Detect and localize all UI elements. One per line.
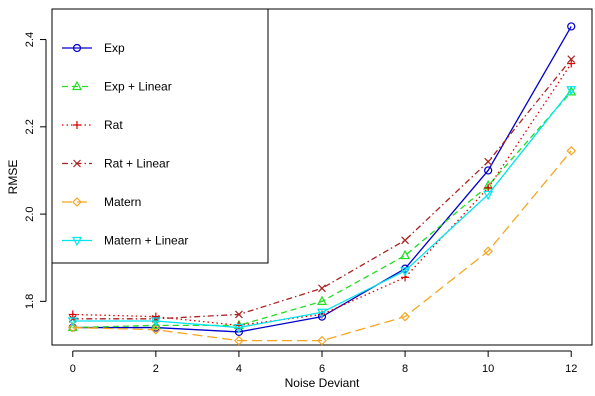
- legend-item: Exp: [62, 41, 125, 55]
- data-point: [400, 267, 411, 277]
- legend-label: Rat + Linear: [104, 157, 170, 171]
- series-layer: [67, 22, 577, 346]
- legend-item: Matern: [62, 195, 141, 209]
- y-tick-label: 1.8: [24, 294, 36, 309]
- data-point: [234, 335, 244, 346]
- data-point: [150, 324, 161, 335]
- data-point: [484, 166, 493, 175]
- x-tick-label: 10: [482, 363, 494, 375]
- y-tick-label: 2.0: [24, 206, 36, 221]
- data-point: [67, 322, 78, 333]
- data-point: [484, 157, 493, 166]
- series-4: [67, 145, 577, 346]
- y-axis: 1.8 2.0 2.2 2.4: [24, 32, 47, 309]
- data-point: [317, 335, 327, 346]
- y-tick-label: 2.4: [24, 32, 36, 47]
- x-axis: 0 2 4 6 8 10 12: [70, 350, 577, 375]
- x-tick-label: 0: [70, 363, 76, 375]
- legend-marker: [73, 159, 81, 168]
- data-point: [400, 311, 410, 322]
- legend-marker: [72, 236, 82, 247]
- data-point: [234, 310, 243, 319]
- legend-marker: [72, 80, 82, 91]
- legend-marker: [72, 197, 82, 207]
- series-line: [72, 89, 572, 329]
- x-tick-label: 8: [402, 363, 408, 375]
- data-point: [400, 249, 411, 260]
- y-axis-title: RMSE: [6, 160, 20, 195]
- series-2: [68, 59, 576, 330]
- legend-item: Rat: [62, 118, 123, 132]
- data-point: [317, 308, 327, 319]
- data-point: [317, 295, 327, 305]
- data-point: [318, 284, 326, 293]
- legend-item: Exp + Linear: [62, 80, 172, 94]
- data-point: [150, 319, 161, 329]
- x-axis-title: Noise Deviant: [285, 376, 360, 390]
- legend-box: [51, 8, 269, 264]
- legend-marker: [72, 43, 82, 53]
- legend-item: Matern + Linear: [62, 234, 188, 248]
- x-tick-label: 2: [153, 363, 159, 375]
- legend-label: Rat: [104, 118, 123, 132]
- x-tick-label: 6: [319, 363, 325, 375]
- data-point: [483, 246, 494, 257]
- data-point: [401, 236, 410, 245]
- data-point: [150, 317, 161, 327]
- legend-label: Matern + Linear: [104, 234, 188, 248]
- data-point: [567, 59, 576, 68]
- series-line: [72, 150, 572, 342]
- data-point: [566, 145, 577, 156]
- legend-label: Matern: [104, 195, 141, 209]
- x-tick-label: 4: [236, 363, 242, 375]
- x-tick-label: 12: [565, 363, 577, 375]
- legend: Exp Exp + Linear Rat Rat + Linear Matern Mate…: [51, 8, 269, 264]
- data-point: [566, 86, 577, 96]
- data-point: [67, 321, 78, 332]
- data-point: [567, 22, 576, 31]
- data-point: [484, 183, 493, 192]
- legend-marker: [73, 121, 81, 129]
- data-point: [483, 190, 494, 201]
- series-5: [67, 86, 577, 334]
- legend-label: Exp + Linear: [104, 80, 172, 94]
- data-point: [67, 317, 78, 327]
- data-point: [68, 310, 77, 319]
- legend-label: Exp: [104, 41, 125, 55]
- data-point: [567, 55, 576, 64]
- data-point: [233, 323, 244, 334]
- legend-item: Rat + Linear: [62, 157, 170, 171]
- y-tick-label: 2.2: [24, 119, 36, 134]
